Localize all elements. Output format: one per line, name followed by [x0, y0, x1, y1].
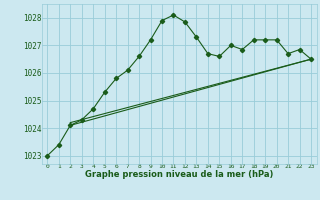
- X-axis label: Graphe pression niveau de la mer (hPa): Graphe pression niveau de la mer (hPa): [85, 170, 273, 179]
